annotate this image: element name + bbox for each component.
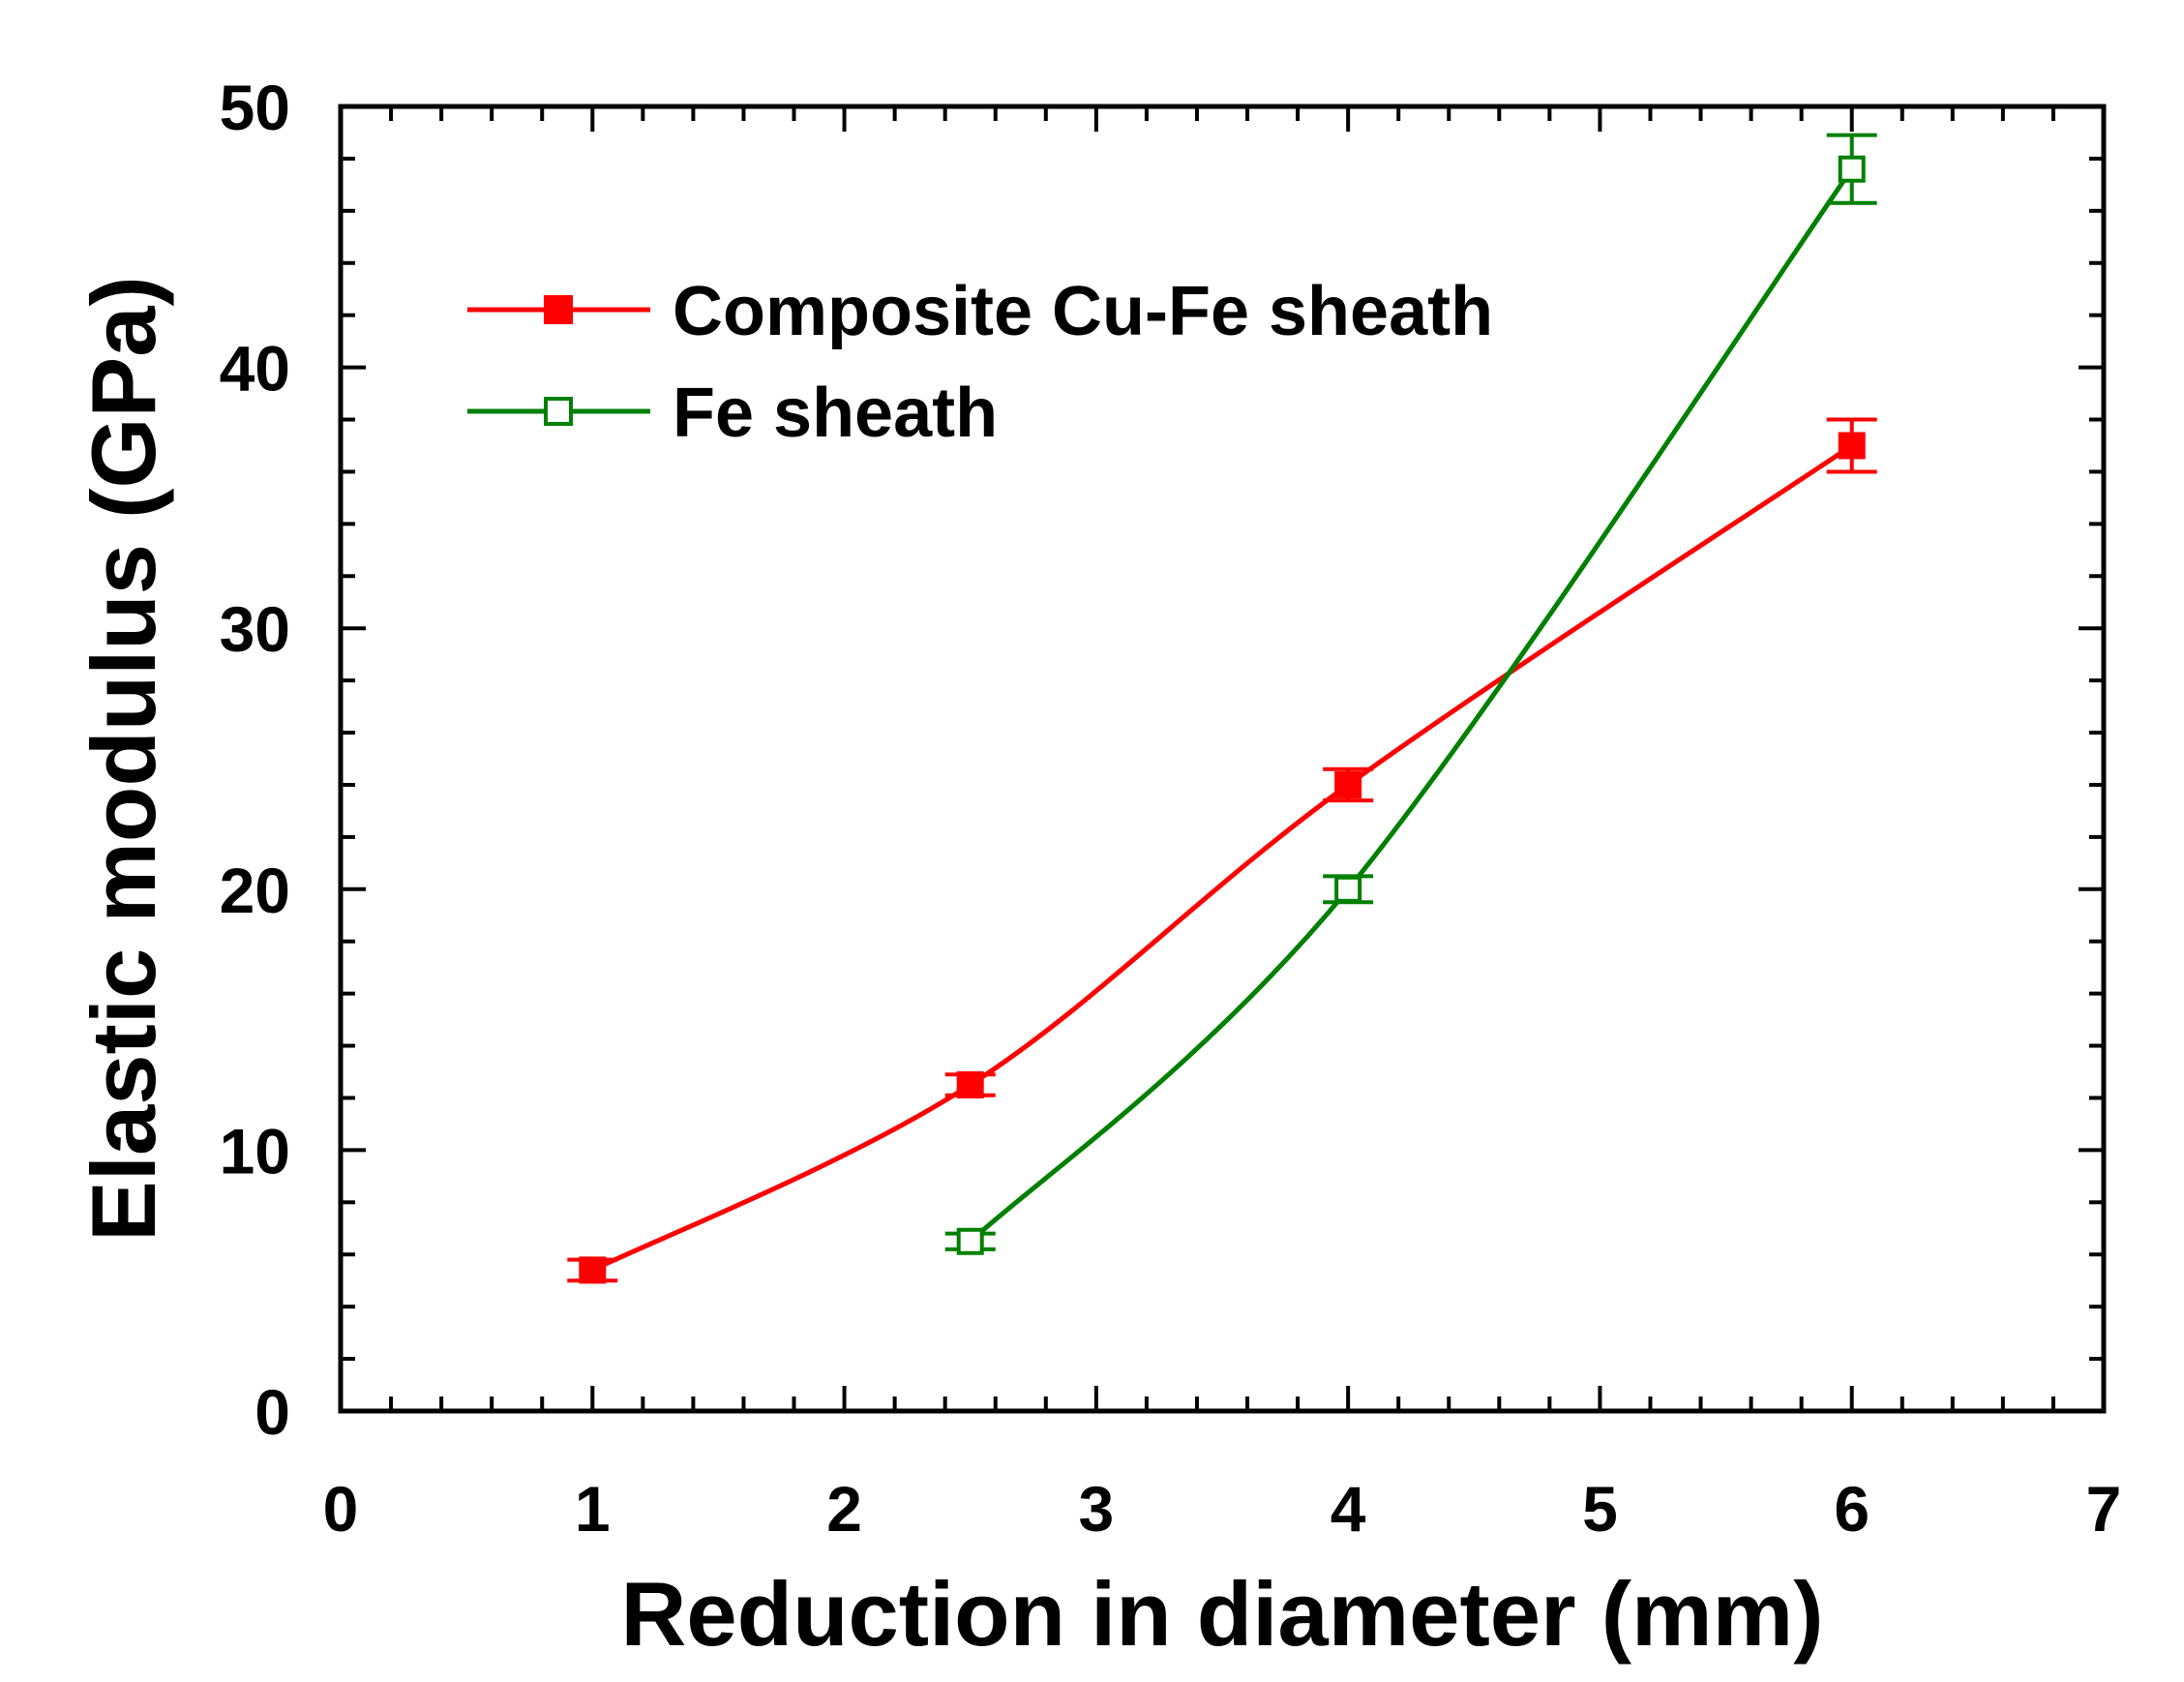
- legend: Composite Cu-Fe sheath Fe sheath: [467, 273, 1493, 452]
- x-tick-label: 5: [1582, 1473, 1618, 1545]
- data-point: [1334, 770, 1362, 798]
- data-point: [956, 1227, 984, 1255]
- data-point: [1838, 432, 1866, 460]
- series-line: [969, 167, 1854, 1244]
- x-tick-label: 2: [826, 1473, 862, 1545]
- y-tick-label: 0: [254, 1376, 290, 1448]
- series-line: [591, 443, 1854, 1273]
- legend-label-fe: Fe sheath: [673, 375, 998, 452]
- x-tick-label: 7: [2086, 1473, 2122, 1545]
- y-tick-label: 30: [220, 593, 290, 665]
- y-tick-label: 50: [220, 72, 290, 143]
- x-axis-title: Reduction in diameter (mm): [620, 1563, 1823, 1665]
- data-point: [1838, 155, 1866, 183]
- series-0: [567, 417, 1877, 1284]
- data-point: [579, 1256, 607, 1284]
- legend-label-composite: Composite Cu-Fe sheath: [673, 273, 1493, 350]
- data-point: [956, 1071, 984, 1098]
- x-tick-label: 4: [1331, 1473, 1366, 1545]
- plot-frame: [338, 104, 2107, 1414]
- legend-marker-composite: [544, 295, 573, 324]
- legend-marker-fe: [544, 397, 573, 426]
- x-tick-label: 3: [1078, 1473, 1114, 1545]
- y-tick-label: 40: [220, 333, 290, 405]
- y-axis-title: Elastic modulus (GPa): [73, 276, 174, 1242]
- x-tick-label: 1: [575, 1473, 611, 1545]
- axis-ticks: 0 1 2 3 4 5 6 7 0 10 20 30 40 50: [220, 72, 2122, 1545]
- y-tick-label: 20: [220, 855, 290, 926]
- series-layer: [567, 133, 1877, 1284]
- x-tick-label: 6: [1834, 1473, 1870, 1545]
- data-point: [1334, 875, 1362, 903]
- series-1: [944, 133, 1877, 1255]
- x-tick-label: 0: [323, 1473, 359, 1545]
- y-tick-label: 10: [220, 1115, 290, 1186]
